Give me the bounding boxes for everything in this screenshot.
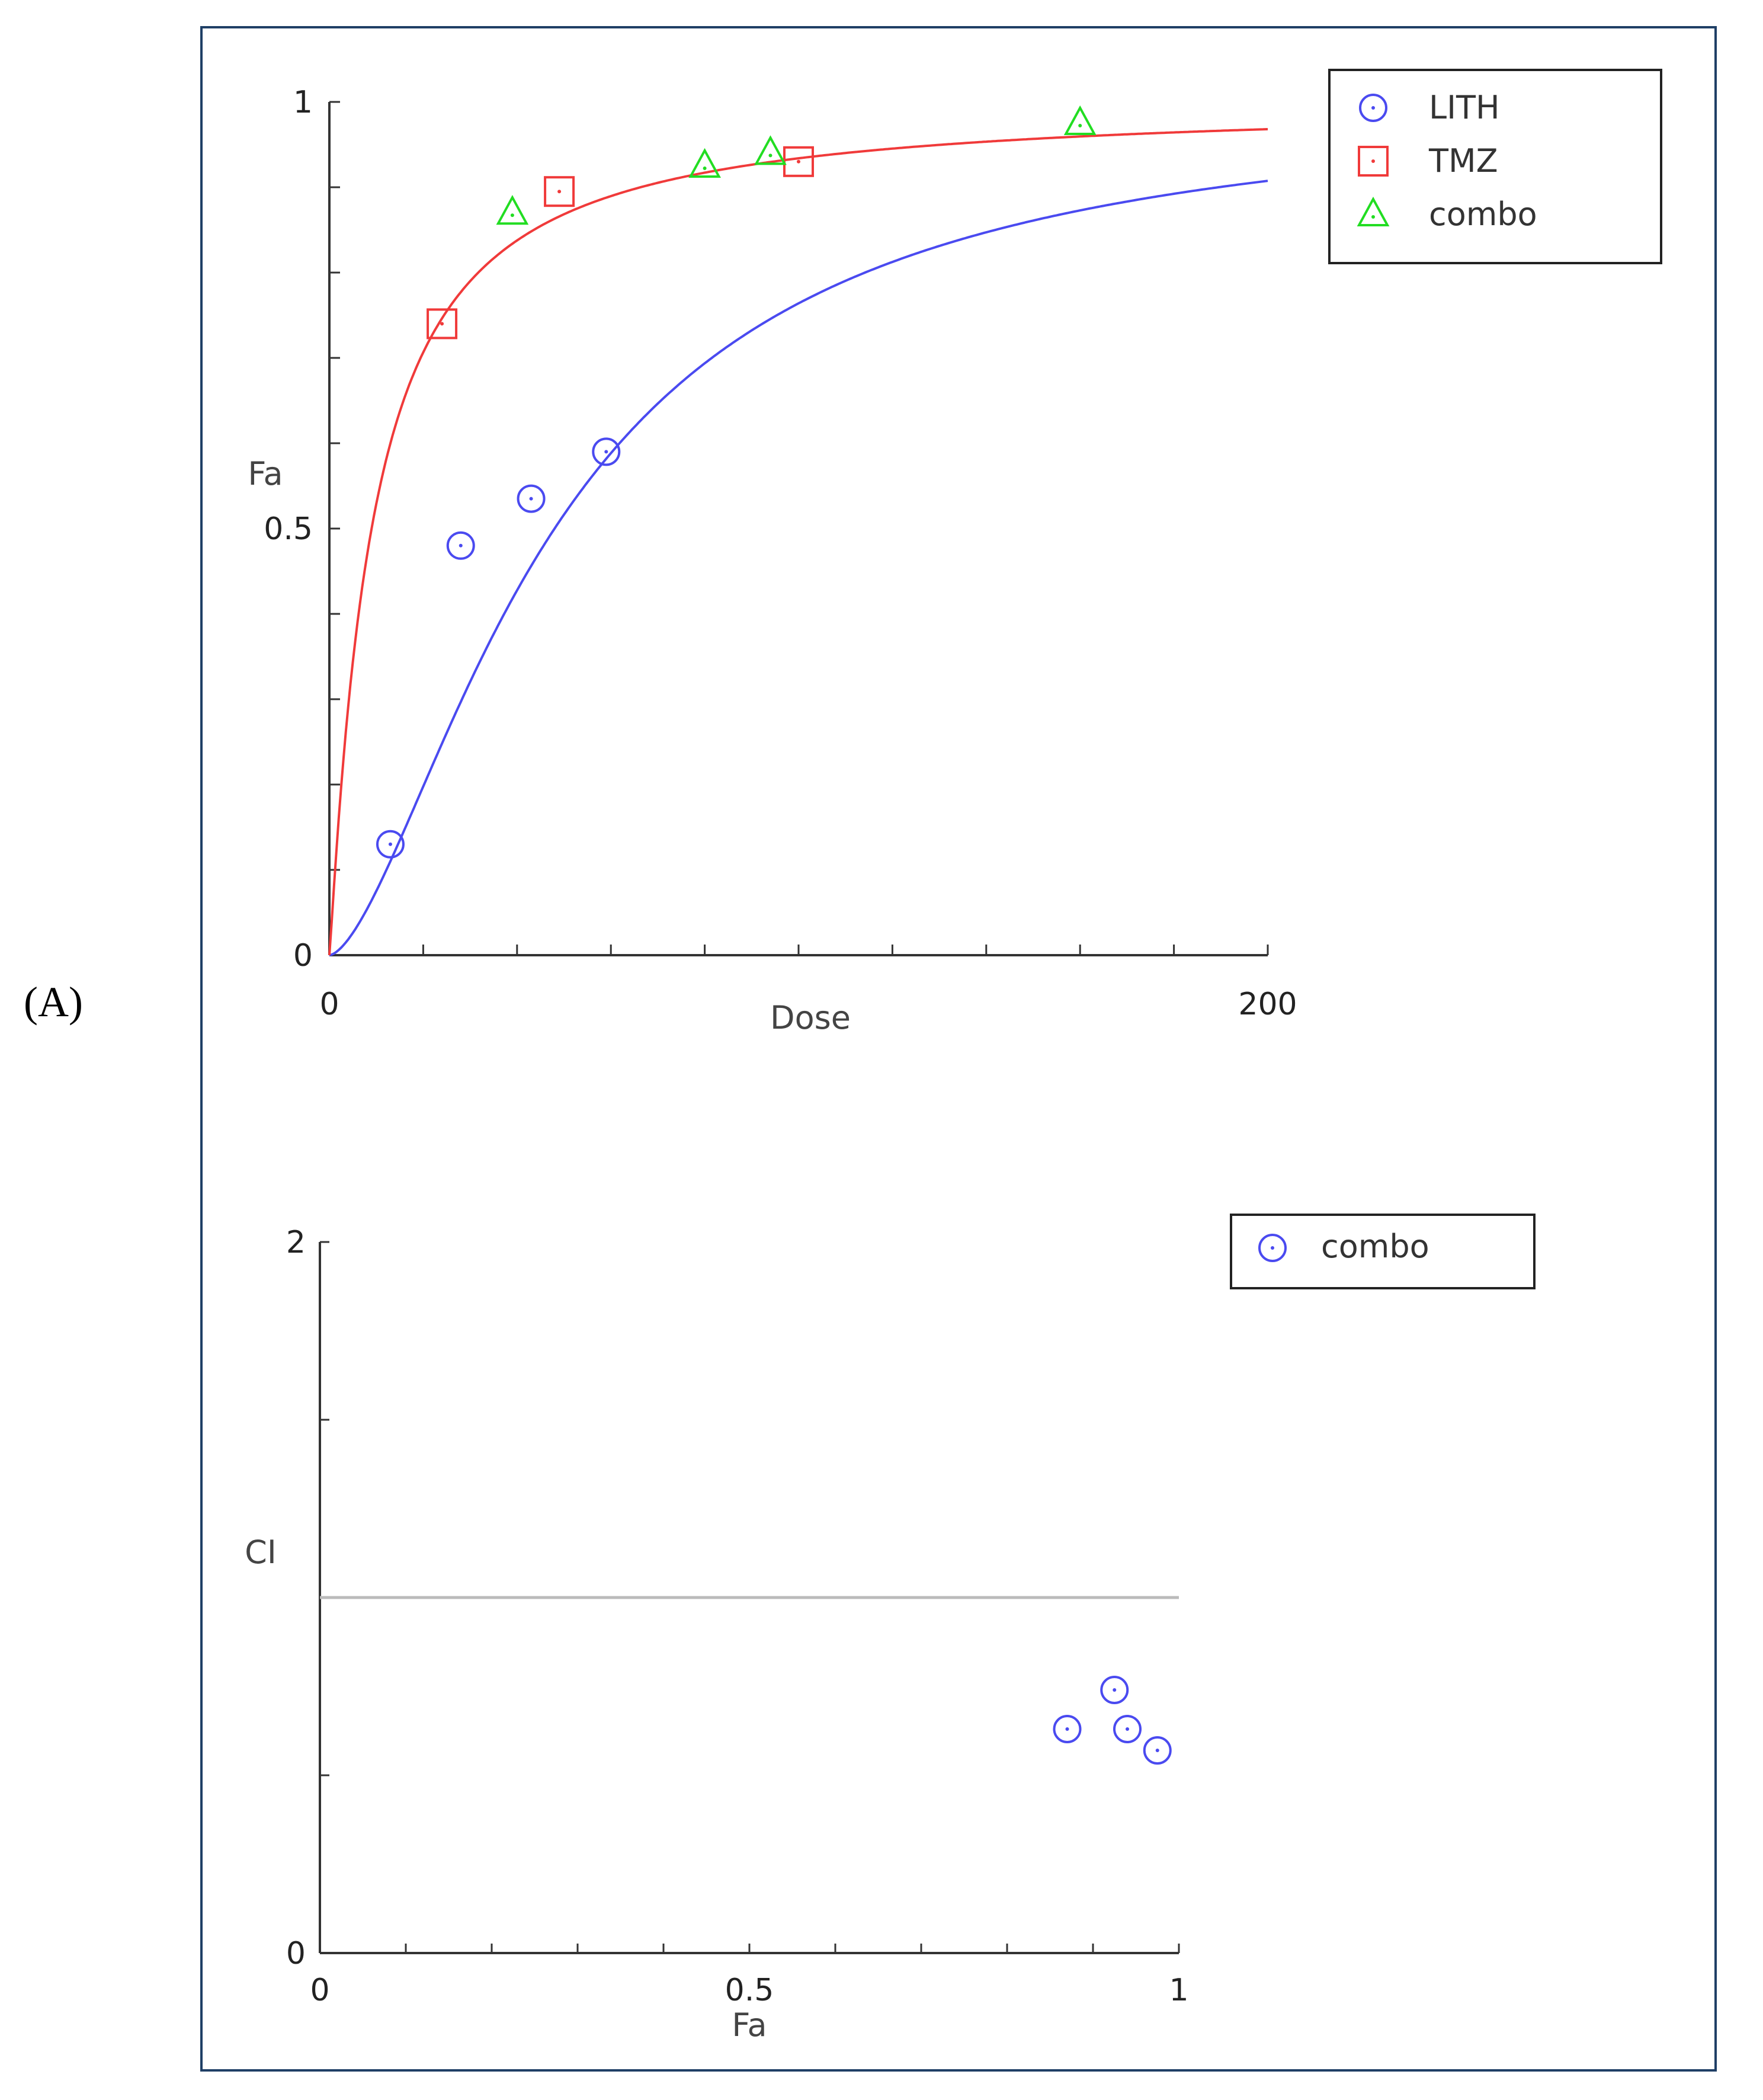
chart2-legend-marker-combo [1258,1234,1287,1262]
chart1-legend-label-tmz: TMZ [1428,142,1498,180]
chart1-x-tick-label: 200 [1238,987,1297,1022]
chart2-y-tick-label: 2 [286,1225,306,1260]
chart2-legend-marker-combo-ring [1258,1234,1287,1262]
chart1-point-lith-dot [604,450,608,454]
figure-frame [200,26,1717,2072]
chart1-legend-marker-combo-tri [1357,196,1390,226]
chart1-point-tmz [544,176,575,207]
chart1-point-combo-dot [510,213,514,217]
chart2-point-combo-ring [1053,1715,1082,1743]
chart1-x-axis-title: Dose [770,999,851,1036]
chart1-y-tick-label: 1 [293,85,313,120]
chart1-legend-marker-lith-dot [1371,106,1375,110]
chart2-point-combo [1100,1676,1129,1704]
chart2-x-tick-label: 0 [310,1973,329,2008]
chart1-legend-label-lith: LITH [1429,89,1500,126]
chart1-legend-marker-tmz-dot [1371,159,1375,163]
chart1-legend-marker-combo [1357,196,1390,226]
chart1-legend-marker-combo-dot [1371,215,1375,219]
chart1-point-tmz [427,308,458,340]
chart1-point-combo-tri [496,195,529,225]
chart2-point-combo-ring [1113,1715,1142,1743]
chart1-point-combo-tri [754,135,787,165]
chart2-x-tick-label: 1 [1169,1973,1188,2008]
chart1-point-lith [446,531,475,560]
chart2-legend-label-combo: combo [1321,1228,1429,1265]
chart2-point-combo-dot [1113,1688,1117,1692]
chart1-point-combo [496,195,529,225]
chart1-point-combo-dot [1078,124,1082,127]
chart2-y-tick-label: 0 [286,1936,306,1971]
chart2-point-combo-ring [1143,1736,1172,1765]
chart1-x-tick-label: 0 [319,987,339,1022]
chart1-point-combo-tri [688,148,721,178]
chart2-legend-box [1230,1214,1536,1289]
chart1-legend-label-combo: combo [1429,196,1537,233]
chart1-point-combo-dot [703,167,707,170]
chart1-y-axis-title: Fa [248,455,283,492]
chart1-point-lith-ring [376,830,405,859]
chart1-point-lith [517,484,546,513]
chart2-x-axis-title: Fa [732,2006,767,2044]
chart1-point-combo [688,148,721,178]
chart1-point-lith-dot [459,543,463,548]
chart2-legend-marker-combo-dot [1271,1246,1274,1250]
chart2-point-combo-dot [1126,1727,1129,1731]
chart1-point-combo-dot [768,153,772,158]
chart2-point-combo-dot [1155,1749,1159,1752]
chart1-point-lith [592,437,621,466]
chart1-point-tmz-box [427,308,458,340]
chart1-point-lith-ring [446,531,475,560]
chart1-point-tmz-box [544,176,575,207]
chart1-point-combo-tri [1063,105,1097,135]
chart1-y-tick-label: 0 [293,938,313,974]
chart1-point-lith-dot [388,842,392,846]
chart1-legend-marker-tmz [1358,146,1389,177]
chart2-y-axis-title: CI [245,1534,277,1571]
chart1-point-tmz-dot [797,159,800,164]
chart1-point-lith [376,830,405,859]
chart2-point-combo [1143,1736,1172,1765]
chart1-fit-curve-lith [329,180,1268,956]
chart1-point-lith-ring [517,484,546,513]
chart1-point-combo [1063,105,1097,135]
chart1-legend-marker-lith [1359,94,1387,122]
chart2-point-combo [1113,1715,1142,1743]
chart1-point-lith-dot [529,497,533,501]
chart2-point-combo [1053,1715,1082,1743]
chart1-fit-curve-tmz [328,128,1268,956]
chart1-point-lith-ring [592,437,621,466]
chart2-point-combo-dot [1065,1727,1069,1731]
chart1-point-tmz-dot [557,190,562,194]
chart2-x-tick-label: 0.5 [725,1973,774,2008]
panel-label: (A) [24,978,83,1026]
chart1-y-tick-label: 0.5 [264,511,313,547]
chart1-legend-marker-lith-ring [1359,94,1387,122]
chart2-point-combo-ring [1100,1676,1129,1704]
chart1-point-combo [754,135,787,165]
chart1-point-tmz [783,146,814,177]
chart1-point-tmz-dot [440,322,444,326]
chart1-legend-marker-tmz-box [1358,146,1389,177]
